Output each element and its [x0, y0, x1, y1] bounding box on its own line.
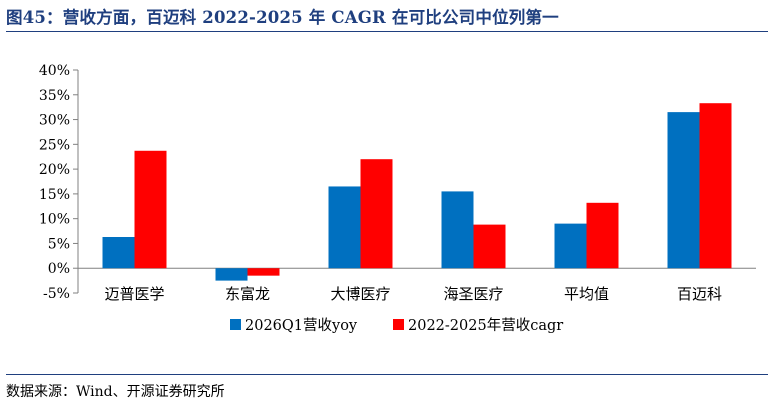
bar-cagr [360, 159, 393, 269]
y-tick-label: 20% [39, 162, 70, 178]
bar-yoy [328, 186, 361, 269]
chart-title: 图45：营收方面，百迈科 2022-2025 年 CAGR 在可比公司中位列第一 [6, 8, 559, 27]
x-tick-label: 东富龙 [225, 285, 270, 303]
y-tick-label: -5% [43, 286, 70, 302]
y-tick-label: 35% [39, 88, 70, 104]
legend-label: 2022-2025年营收cagr [408, 317, 563, 334]
y-tick-label: 25% [39, 137, 70, 153]
bar-yoy [215, 268, 248, 281]
bar-yoy [102, 237, 135, 269]
x-tick-label: 迈普医学 [104, 285, 164, 303]
y-tick-label: 10% [39, 212, 70, 228]
bar-cagr [134, 150, 167, 269]
bar-yoy [441, 191, 474, 269]
y-tick-label: 15% [39, 187, 70, 203]
y-tick-label: 40% [39, 63, 70, 79]
y-axis: -5% 0% 5% 10% 15% 20% 25% 30% 35% 40% [39, 63, 756, 302]
x-tick-label: 百迈科 [677, 285, 722, 303]
y-tick-label: 30% [39, 113, 70, 129]
y-tick-label: 5% [48, 236, 70, 252]
legend-label: 2026Q1营收yoy [245, 317, 358, 334]
source-divider [6, 374, 768, 375]
bar-cagr [586, 202, 619, 269]
x-axis-labels: 迈普医学 东富龙 大博医疗 海圣医疗 平均值 百迈科 [104, 285, 722, 303]
y-tick-label: 0% [48, 261, 70, 277]
title-divider [6, 31, 768, 32]
x-tick-label: 海圣医疗 [443, 285, 503, 303]
bar-chart: -5% 0% 5% 10% 15% 20% 25% 30% 35% 40% 迈普医学 东富龙 大博医疗… [39, 63, 756, 334]
bar-yoy [667, 112, 700, 269]
bar-cagr [699, 103, 732, 269]
legend: 2026Q1营收yoy 2022-2025年营收cagr [230, 317, 563, 334]
source-note: 数据来源：Wind、开源证券研究所 [6, 384, 225, 400]
bar-cagr [473, 224, 506, 269]
bar-yoy [554, 223, 587, 269]
bars [102, 103, 732, 281]
legend-swatch [393, 319, 404, 330]
x-tick-label: 大博医疗 [330, 285, 390, 303]
legend-swatch [230, 319, 241, 330]
bar-cagr [247, 268, 280, 276]
x-tick-label: 平均值 [564, 285, 609, 303]
